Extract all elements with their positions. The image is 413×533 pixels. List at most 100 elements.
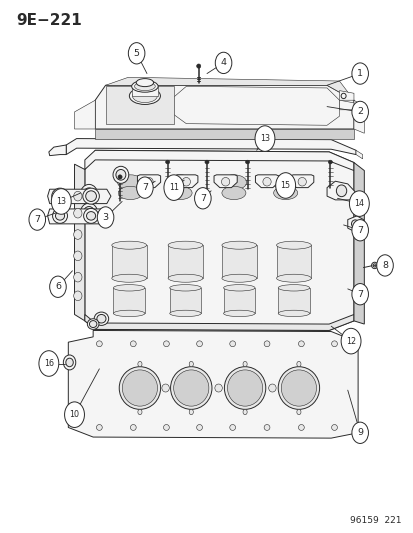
Polygon shape: [74, 164, 85, 321]
Ellipse shape: [112, 241, 146, 249]
Ellipse shape: [229, 424, 235, 431]
Text: 10: 10: [69, 410, 79, 419]
Ellipse shape: [223, 285, 254, 291]
Ellipse shape: [138, 361, 142, 367]
Ellipse shape: [242, 409, 247, 415]
Polygon shape: [169, 288, 201, 313]
Text: 7: 7: [199, 194, 205, 203]
Ellipse shape: [163, 341, 169, 346]
Ellipse shape: [196, 341, 202, 346]
Polygon shape: [221, 245, 256, 278]
Ellipse shape: [298, 341, 304, 346]
Ellipse shape: [263, 424, 269, 431]
Text: 13: 13: [56, 197, 66, 206]
Circle shape: [254, 126, 274, 151]
Ellipse shape: [372, 264, 375, 267]
Text: 7: 7: [142, 183, 147, 192]
Ellipse shape: [116, 169, 126, 180]
Ellipse shape: [74, 208, 82, 218]
Polygon shape: [68, 330, 357, 438]
Ellipse shape: [52, 208, 67, 223]
Polygon shape: [347, 216, 363, 232]
Ellipse shape: [276, 241, 311, 249]
Circle shape: [376, 255, 392, 276]
Ellipse shape: [89, 321, 97, 327]
Ellipse shape: [52, 188, 68, 204]
Ellipse shape: [351, 220, 358, 228]
Ellipse shape: [331, 424, 337, 431]
Ellipse shape: [112, 274, 146, 282]
Ellipse shape: [83, 188, 95, 201]
Circle shape: [215, 52, 231, 74]
Ellipse shape: [113, 310, 145, 317]
Ellipse shape: [96, 341, 102, 346]
Ellipse shape: [55, 191, 65, 201]
Ellipse shape: [161, 384, 169, 392]
Polygon shape: [278, 288, 309, 313]
Ellipse shape: [86, 212, 95, 220]
Circle shape: [349, 191, 368, 216]
Text: 14: 14: [354, 199, 363, 208]
Ellipse shape: [296, 361, 300, 367]
Circle shape: [194, 188, 211, 209]
Ellipse shape: [331, 341, 337, 346]
Ellipse shape: [87, 319, 99, 329]
Text: 7: 7: [356, 290, 362, 298]
Ellipse shape: [97, 314, 106, 323]
Ellipse shape: [335, 185, 346, 197]
Ellipse shape: [242, 361, 247, 367]
Polygon shape: [173, 86, 339, 125]
Ellipse shape: [63, 355, 76, 370]
Polygon shape: [131, 86, 158, 96]
Ellipse shape: [136, 78, 153, 86]
Ellipse shape: [131, 80, 158, 92]
Ellipse shape: [138, 409, 142, 415]
Polygon shape: [85, 150, 353, 171]
Polygon shape: [276, 245, 311, 278]
Ellipse shape: [130, 424, 136, 431]
Ellipse shape: [74, 191, 82, 201]
Polygon shape: [112, 245, 146, 278]
Ellipse shape: [118, 175, 122, 179]
Ellipse shape: [118, 186, 142, 200]
Ellipse shape: [134, 82, 155, 91]
Ellipse shape: [113, 166, 128, 183]
Circle shape: [39, 351, 59, 376]
Polygon shape: [74, 100, 95, 129]
Ellipse shape: [55, 212, 64, 220]
Polygon shape: [255, 175, 278, 188]
Text: 96159  221: 96159 221: [349, 516, 401, 525]
Ellipse shape: [165, 160, 169, 164]
Text: 4: 4: [220, 59, 226, 67]
Ellipse shape: [272, 175, 298, 190]
Ellipse shape: [119, 367, 160, 409]
Circle shape: [351, 220, 368, 241]
Ellipse shape: [66, 358, 73, 367]
Polygon shape: [66, 139, 355, 155]
Ellipse shape: [196, 64, 200, 68]
Ellipse shape: [168, 186, 192, 200]
Text: 11: 11: [169, 183, 178, 192]
Ellipse shape: [297, 177, 306, 186]
Ellipse shape: [130, 341, 136, 346]
Ellipse shape: [196, 424, 202, 431]
Ellipse shape: [132, 89, 157, 102]
Ellipse shape: [221, 186, 245, 200]
Ellipse shape: [83, 188, 99, 204]
Text: 6: 6: [55, 282, 61, 291]
Ellipse shape: [281, 370, 316, 406]
Circle shape: [128, 43, 145, 64]
Ellipse shape: [328, 160, 332, 164]
Ellipse shape: [168, 274, 202, 282]
Polygon shape: [105, 77, 353, 100]
Ellipse shape: [340, 93, 345, 99]
Ellipse shape: [278, 285, 309, 291]
Ellipse shape: [276, 274, 311, 282]
Ellipse shape: [189, 409, 193, 415]
Ellipse shape: [224, 367, 265, 409]
Text: 15: 15: [280, 181, 290, 190]
Text: 7: 7: [356, 226, 362, 235]
Polygon shape: [290, 175, 313, 188]
Ellipse shape: [245, 160, 249, 164]
Text: 13: 13: [259, 134, 269, 143]
